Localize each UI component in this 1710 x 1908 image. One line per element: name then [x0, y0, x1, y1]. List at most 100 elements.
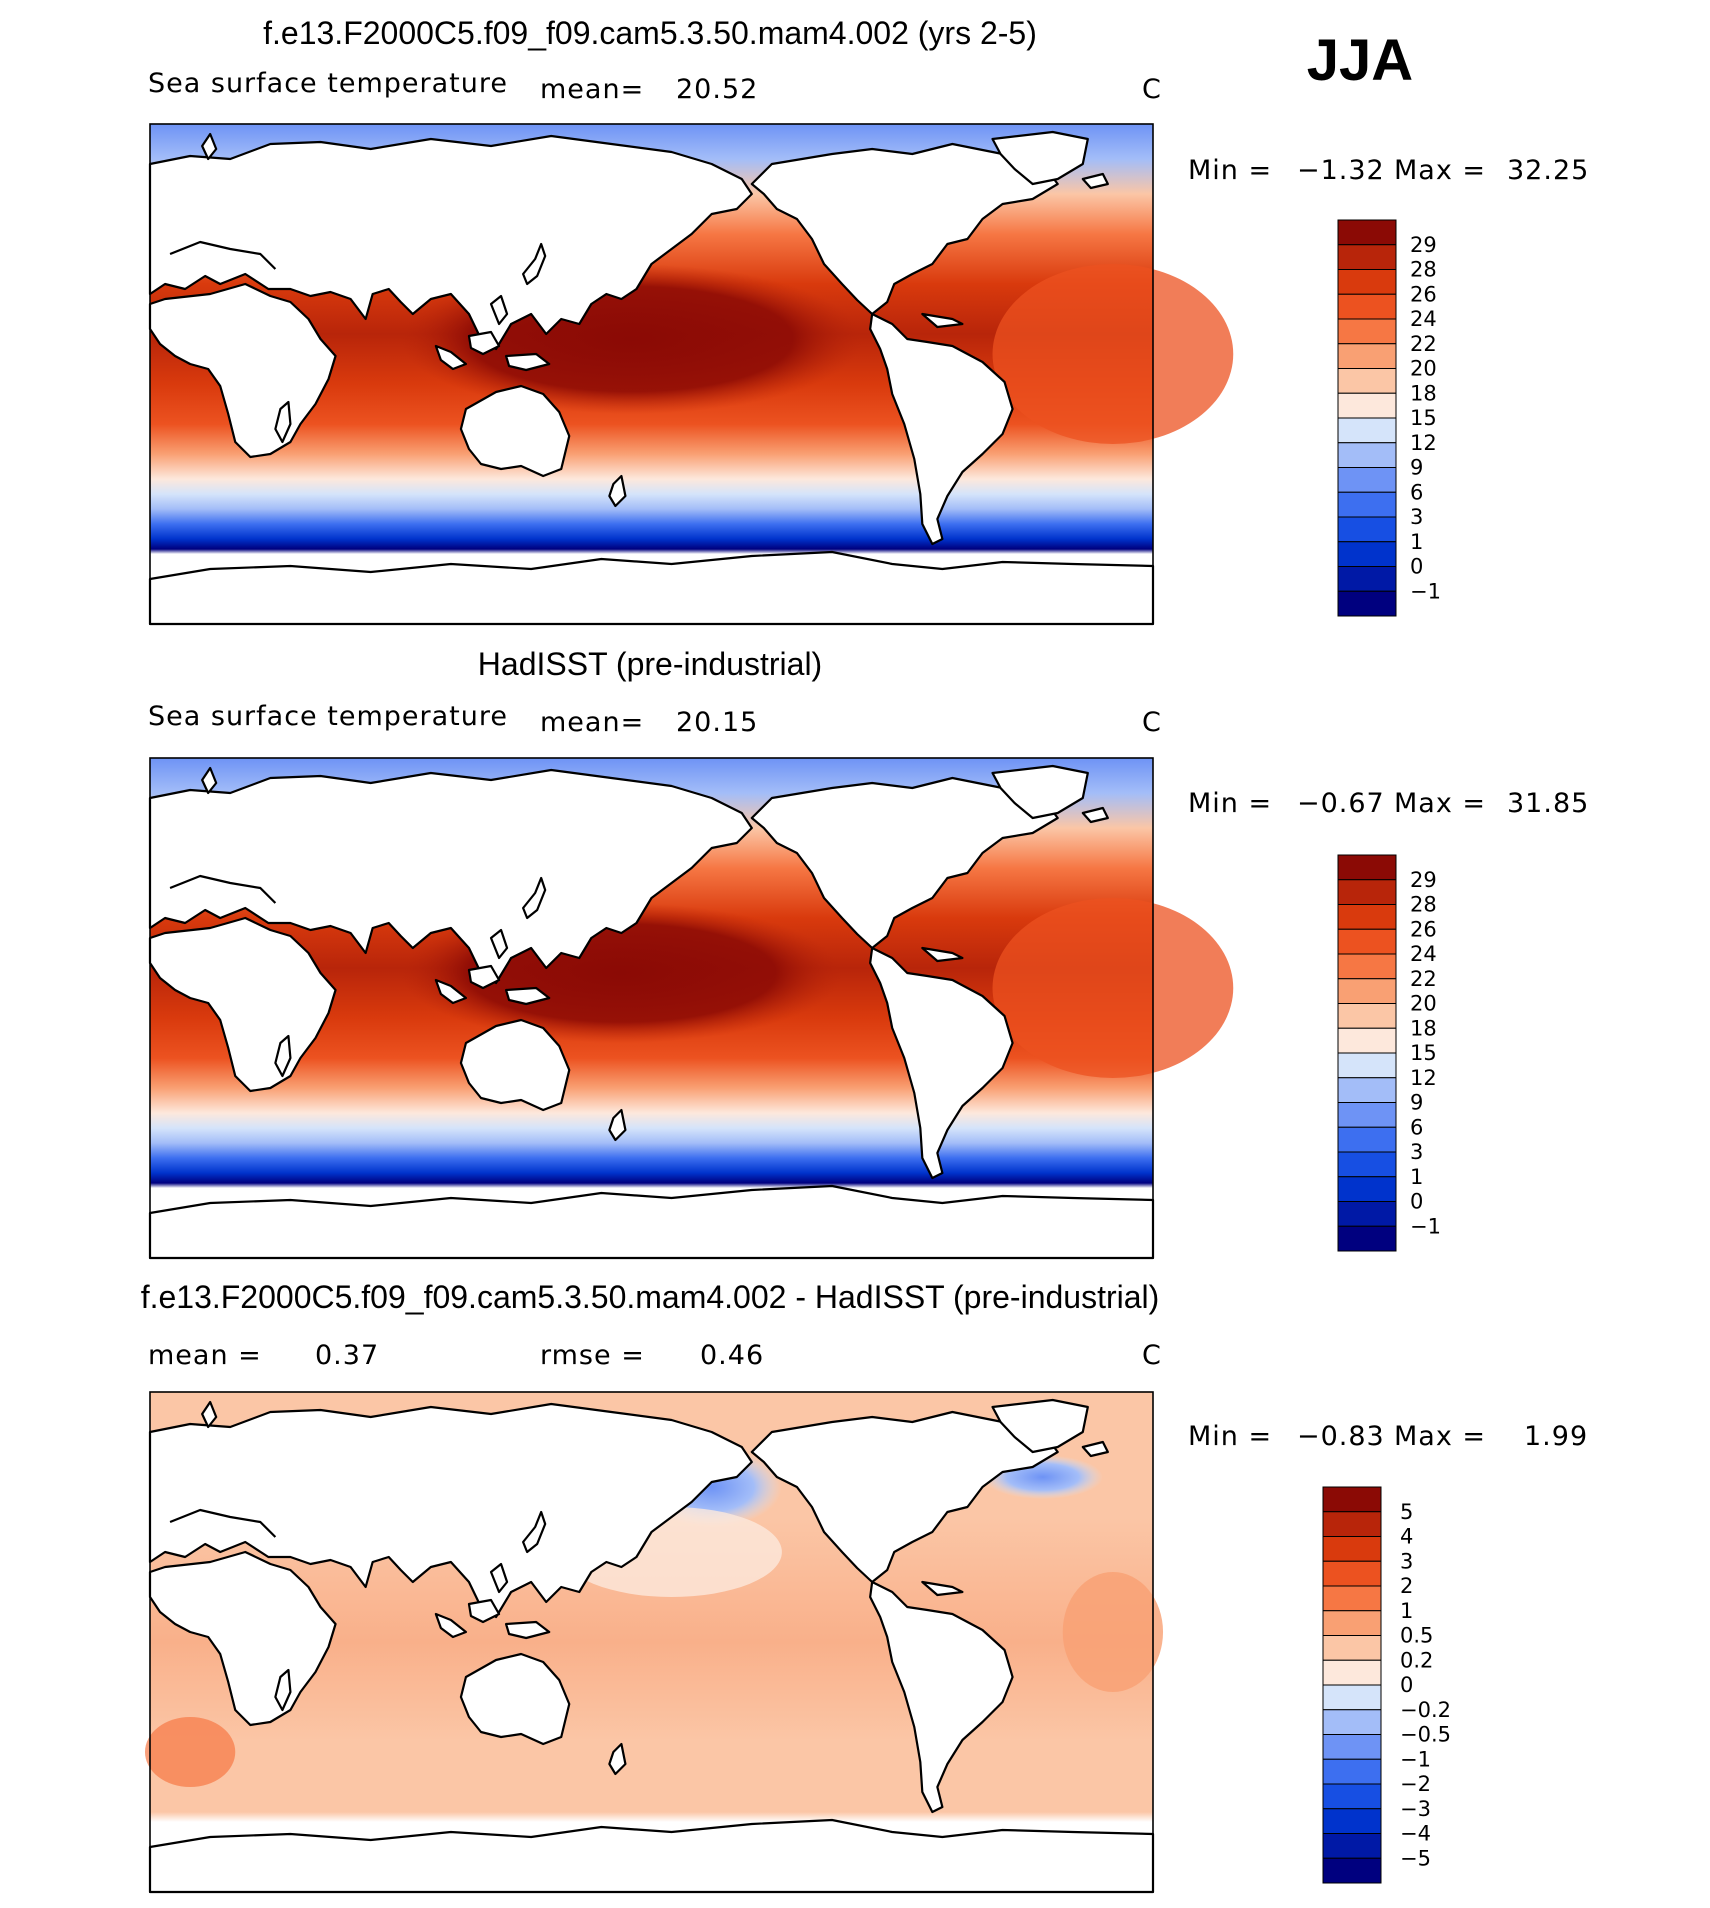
colorbar-swatch [1322, 1808, 1382, 1834]
panel-model: f.e13.F2000C5.f09_f09.cam5.3.50.mam4.002… [148, 15, 1589, 626]
colorbar-swatch [1337, 516, 1397, 543]
colorbar-tick-label: 2 [1400, 1574, 1413, 1598]
colorbar-swatch [1337, 219, 1397, 246]
colorbar-swatch [1322, 1684, 1382, 1711]
colorbar-swatch [1337, 1077, 1397, 1103]
variable-label: Sea surface temperature [148, 701, 508, 732]
map-frame [149, 123, 1154, 625]
colorbar-tick-label: 5 [1400, 1500, 1413, 1524]
colorbar-swatch [1337, 442, 1397, 468]
mean-label: mean= [540, 74, 644, 105]
atlantic-warm [992, 264, 1234, 444]
colorbar-swatch [1337, 1201, 1397, 1227]
colorbar-tick-label: 0 [1400, 1673, 1413, 1697]
variable-label: Sea surface temperature [148, 68, 508, 99]
colorbar-swatch [1322, 1734, 1382, 1760]
colorbar-tick-label: 0 [1410, 555, 1423, 579]
colorbar-tick-label: 15 [1410, 1041, 1437, 1065]
max-value: 31.85 [1507, 788, 1589, 819]
colorbar-swatch [1337, 318, 1397, 345]
colorbar-tick-label: 18 [1410, 381, 1437, 405]
panel-title: f.e13.F2000C5.f09_f09.cam5.3.50.mam4.002… [263, 15, 1037, 51]
colorbar-tick-label: −1 [1410, 1214, 1441, 1238]
max-label: Max = [1394, 155, 1486, 186]
colorbar-tick-label: 22 [1410, 332, 1437, 356]
colorbar-tick-label: −0.2 [1400, 1698, 1451, 1722]
max-value: 32.25 [1507, 155, 1589, 186]
max-label: Max = [1394, 788, 1486, 819]
colorbar-swatch [1337, 1027, 1397, 1054]
colorbar-swatch [1337, 1003, 1397, 1029]
colorbar-tick-label: 26 [1410, 282, 1437, 306]
mean-label: mean = [148, 1340, 262, 1371]
colorbar-tick-label: 3 [1410, 505, 1423, 529]
colorbar-tick-label: 28 [1410, 258, 1437, 282]
colorbar-tick-label: 3 [1410, 1140, 1423, 1164]
colorbar-tick-label: 9 [1410, 456, 1423, 480]
colorbar-swatch [1337, 1126, 1397, 1153]
colorbar-tick-label: 0.5 [1400, 1624, 1433, 1648]
colorbar-swatch [1337, 854, 1397, 881]
mean-label: mean= [540, 707, 644, 738]
mean-value: 20.15 [676, 707, 758, 738]
colorbar-tick-label: −3 [1400, 1797, 1431, 1821]
colorbar-tick-label: 12 [1410, 431, 1437, 455]
panel-observations: HadISST (pre-industrial) Sea surface tem… [148, 646, 1589, 1260]
colorbar-swatch [1337, 1176, 1397, 1202]
colorbar-swatch [1337, 343, 1397, 369]
colorbar-tick-label: −5 [1400, 1846, 1431, 1870]
min-value: −1.32 [1297, 155, 1385, 186]
colorbar-swatch [1322, 1536, 1382, 1562]
colorbar-tick-label: 24 [1410, 307, 1437, 331]
map-area [144, 1392, 1164, 1894]
colorbar-tick-label: 1 [1410, 1165, 1423, 1189]
colorbar-tick-label: 1 [1410, 530, 1423, 554]
min-label: Min = [1188, 1421, 1272, 1452]
colorbar-swatch [1322, 1857, 1382, 1884]
colorbar-swatch [1337, 244, 1397, 270]
colorbar-swatch [1337, 417, 1397, 444]
colorbar-tick-label: 3 [1400, 1549, 1413, 1573]
rmse-value: 0.46 [700, 1340, 764, 1371]
colorbar-tick-label: 29 [1410, 868, 1437, 892]
colorbar-tick-label: 9 [1410, 1091, 1423, 1115]
map-area [148, 758, 1234, 1260]
colorbar-swatch [1337, 541, 1397, 567]
colorbar-swatch [1337, 1052, 1397, 1079]
colorbar-swatch [1322, 1833, 1382, 1859]
mean-value: 0.37 [315, 1340, 379, 1371]
colorbar-swatch [1322, 1659, 1382, 1686]
max-value: 1.99 [1524, 1421, 1588, 1452]
colorbar-tick-label: 22 [1410, 967, 1437, 991]
colorbar-tick-label: −1 [1410, 579, 1441, 603]
colorbar-swatch [1322, 1511, 1382, 1537]
min-label: Min = [1188, 788, 1272, 819]
colorbar-tick-label: 24 [1410, 942, 1437, 966]
colorbar-swatch [1337, 293, 1397, 320]
colorbar-tick-label: 0 [1410, 1190, 1423, 1214]
map-area [148, 124, 1234, 626]
colorbar-swatch [1322, 1709, 1382, 1735]
min-value: −0.83 [1297, 1421, 1385, 1452]
colorbar-swatch [1337, 1151, 1397, 1178]
colorbar-tick-label: 28 [1410, 893, 1437, 917]
panel-title: HadISST (pre-industrial) [478, 646, 822, 682]
colorbar-tick-label: 20 [1410, 992, 1437, 1016]
colorbar-swatch [1337, 978, 1397, 1004]
map-frame [149, 757, 1154, 1259]
season-label: JJA [1307, 28, 1413, 93]
colorbar-swatch [1322, 1758, 1382, 1785]
colorbar-tick-label: 12 [1410, 1066, 1437, 1090]
colorbar-swatch [1322, 1783, 1382, 1810]
units-label: C [1142, 1340, 1162, 1371]
panel-title: f.e13.F2000C5.f09_f09.cam5.3.50.mam4.002… [141, 1279, 1160, 1315]
colorbar-tick-label: 20 [1410, 357, 1437, 381]
rmse-label: rmse = [540, 1340, 645, 1371]
colorbar-tick-label: −4 [1400, 1822, 1431, 1846]
panel-difference: f.e13.F2000C5.f09_f09.cam5.3.50.mam4.002… [141, 1279, 1588, 1894]
colorbar-swatch [1322, 1585, 1382, 1612]
colorbar-tick-label: 18 [1410, 1016, 1437, 1040]
